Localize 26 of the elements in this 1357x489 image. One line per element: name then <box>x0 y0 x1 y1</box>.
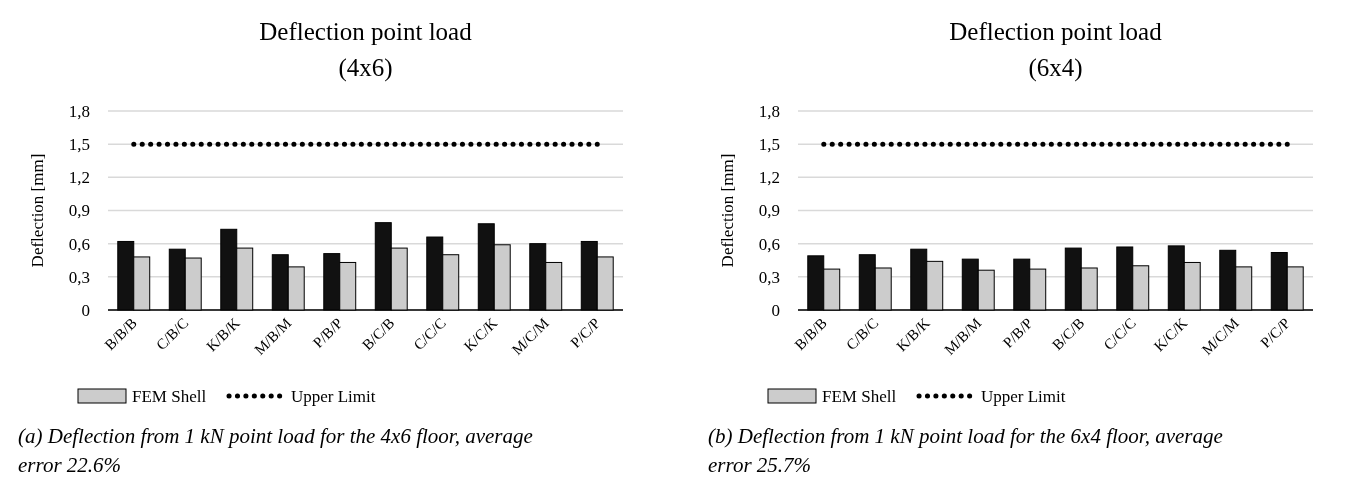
chart-subtitle: (6x4) <box>1028 54 1083 82</box>
legend-label: FEM Shell <box>822 386 897 406</box>
y-tick-label: 0,6 <box>68 234 90 254</box>
text: (b) Deflection from 1 kN point load for the 6x4 floor, average error 25.7% <box>708 424 1223 477</box>
y-tick-label: 1,8 <box>758 101 780 121</box>
y-tick-label: 0,3 <box>758 267 780 287</box>
y-tick-label: 1,8 <box>68 101 90 121</box>
y-axis-title: Deflection [mm] <box>718 153 737 268</box>
y-tick-label: 0 <box>771 300 780 320</box>
y-axis-title: Deflection [mm] <box>28 153 47 268</box>
y-tick-label: 1,5 <box>758 135 780 155</box>
chart-subtitle: (4x6) <box>338 54 393 82</box>
y-tick-label: 0,3 <box>68 267 90 287</box>
text: (a) Deflection from 1 kN point load for the 4x6 floor, average error 22.6% <box>18 424 533 477</box>
legend-label: Upper Limit <box>291 386 376 406</box>
y-tick-label: 1,2 <box>68 168 90 188</box>
y-tick-label: 0,9 <box>68 201 90 221</box>
y-tick-label: 0,6 <box>758 234 780 254</box>
y-tick-label: 0,9 <box>758 201 780 221</box>
y-tick-label: 1,5 <box>68 135 90 155</box>
y-tick-label: 0 <box>81 300 90 320</box>
y-tick-label: 1,2 <box>758 168 780 188</box>
chart-title: Deflection point load <box>949 18 1163 45</box>
legend-label: FEM Shell <box>132 386 207 406</box>
chart-title: Deflection point load <box>259 18 473 45</box>
legend-label: Upper Limit <box>981 386 1066 406</box>
